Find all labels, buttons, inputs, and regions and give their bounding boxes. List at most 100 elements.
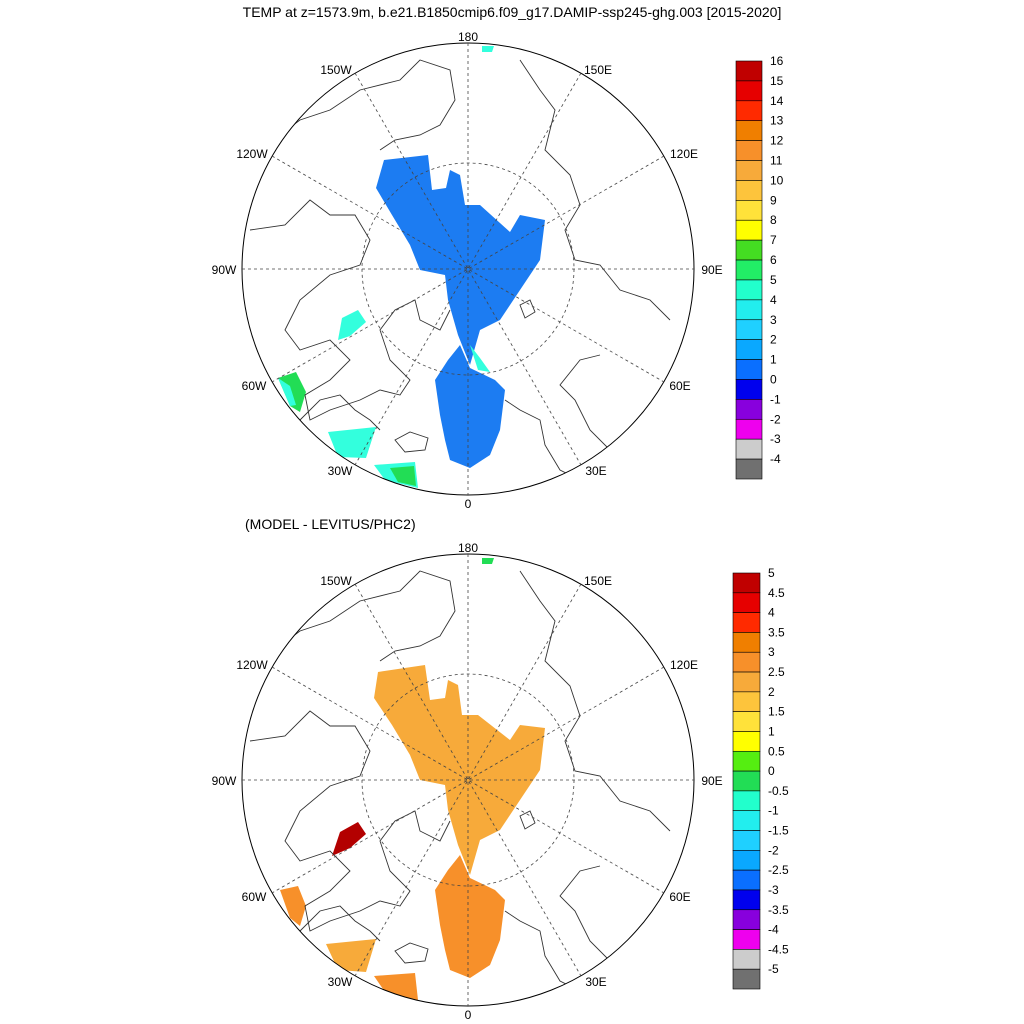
bottom-colorbar-swatch [732,651,761,673]
bottom-iceland-patch [374,973,418,1000]
bottom-colorbar-tick-label: -3.5 [768,903,789,917]
bottom-bering-patch [482,558,494,564]
bottom-colorbar-swatch [732,592,761,613]
bottom-colorbar-swatch [732,770,761,792]
bottom-colorbar-tick-label: 0 [768,764,775,778]
top-coastline-canada [249,199,451,421]
bottom-colorbar: 5 4.5 4 3.5 3 2.5 2 1.5 1 0.5 0 -0.5 -1 -1.5 -2 -2.5 -3 -… [732,566,789,990]
top-colorbar-tick-label: 3 [770,313,777,327]
bottom-coastline-iceland [394,942,429,964]
top-colorbar-tick-label: 0 [770,372,777,386]
top-colorbar-tick-label: 9 [770,193,777,207]
bottom-colorbar-tick-label: -1 [768,804,779,818]
bottom-colorbar-swatch [732,889,761,911]
top-colorbar-swatch [735,279,763,301]
top-colorbar-tick-label: -1 [770,392,781,406]
top-colorbar-tick-label: 14 [770,94,784,108]
top-colorbar-swatch [735,259,763,281]
top-colorbar-swatch [735,438,763,460]
bottom-colorbar-swatch [732,632,761,653]
top-labrador-cyan [278,378,296,406]
top-colorbar-swatch [735,200,763,221]
top-colorbar-tick-label: 13 [770,114,784,128]
bottom-colorbar-tick-label: -0.5 [768,784,789,798]
bottom-colorbar-tick-label: 1.5 [768,705,785,719]
top-norwegian-patch [328,427,376,458]
bottom-coastline-siberia [519,570,671,832]
top-label-90e: 90E [701,263,722,277]
bottom-colorbar-tick-label: 0.5 [768,744,785,758]
top-label-60e: 60E [669,379,690,393]
top-colorbar-swatch [735,60,763,82]
top-colorbar-tick-label: 5 [770,273,777,287]
bottom-coastline-canada [249,710,451,932]
bottom-label-90w: 90W [212,774,237,788]
top-colorbar-tick-label: -2 [770,412,781,426]
top-colorbar-swatch [735,100,763,122]
difference-subtitle: (MODEL - LEVITUS/PHC2) [245,516,416,532]
bottom-arctic-basin-field [374,665,545,875]
top-colorbar-tick-label: 15 [770,74,784,88]
bottom-colorbar-swatch [732,810,761,831]
top-bering-patch [482,46,494,52]
top-coastline-iceland [394,431,429,453]
bottom-colorbar-tick-label: 3 [768,645,775,659]
top-colorbar-swatch [735,219,763,241]
top-colorbar-swatch [735,180,763,201]
bottom-colorbar-swatch [732,671,761,693]
bottom-colorbar-swatch [732,691,761,712]
bottom-colorbar-swatch [732,572,761,594]
top-iceland-green [390,466,416,486]
bottom-coastline-svalbard [519,810,536,830]
bottom-coastline-europe [504,865,611,992]
bottom-colorbar-swatch [732,869,761,891]
top-colorbar-tick-label: 2 [770,333,777,347]
bottom-colorbar-swatch [732,612,761,633]
top-colorbar-swatch [735,399,763,420]
bottom-norwegian-patch [326,939,376,972]
top-baffin-patch [338,310,366,340]
top-arctic-basin-field [376,155,545,365]
top-label-120w: 120W [236,147,268,161]
bottom-colorbar-tick-label: 2.5 [768,665,785,679]
bottom-label-90e: 90E [701,774,722,788]
bottom-colorbar-swatch [732,850,761,871]
top-labrador-patch [278,372,306,412]
plot-title: TEMP at z=1573.9m, b.e21.B1850cmip6.f09_… [242,4,782,20]
top-colorbar-swatch [735,140,763,161]
bottom-label-60w: 60W [242,890,267,904]
bottom-colorbar-swatch [732,929,761,950]
top-eurasian-basin-field [435,345,505,468]
bottom-baffin-patch [332,822,366,856]
top-label-0: 0 [465,497,472,511]
top-colorbar-swatch [735,299,763,321]
top-colorbar-swatch [735,80,763,102]
bottom-colorbar-swatch [732,949,761,970]
top-colorbar-tick-label: -3 [770,432,781,446]
bottom-label-120e: 120E [670,658,698,672]
bottom-colorbar-tick-label: -2.5 [768,863,789,877]
bottom-colorbar-tick-label: 5 [768,566,775,580]
bottom-label-150e: 150E [584,574,612,588]
top-colorbar-swatch [735,339,763,360]
top-colorbar-tick-label: -4 [770,452,781,466]
top-colorbar-tick-label: 1 [770,353,777,367]
top-colorbar-tick-label: 12 [770,134,784,148]
bottom-label-120w: 120W [236,658,268,672]
bottom-eurasian-basin-field [435,855,505,978]
bottom-label-60e: 60E [669,890,690,904]
top-colorbar-tick-label: 10 [770,173,784,187]
bottom-colorbar-swatch [732,909,761,930]
top-label-90w: 90W [212,263,237,277]
top-colorbar-swatch [735,418,763,440]
top-coastline-alaska [259,59,456,151]
top-colorbar-swatch [735,239,763,261]
top-label-150e: 150E [584,63,612,77]
bottom-colorbar-swatch [732,790,761,812]
bottom-colorbar-tick-label: -2 [768,843,779,857]
bottom-polar-map: 180 150W 150E 120W 120E 90W 90E 60W 60E … [212,541,723,1022]
top-label-30w: 30W [328,464,353,478]
bottom-label-30e: 30E [585,975,606,989]
bottom-colorbar-swatch [732,968,761,990]
